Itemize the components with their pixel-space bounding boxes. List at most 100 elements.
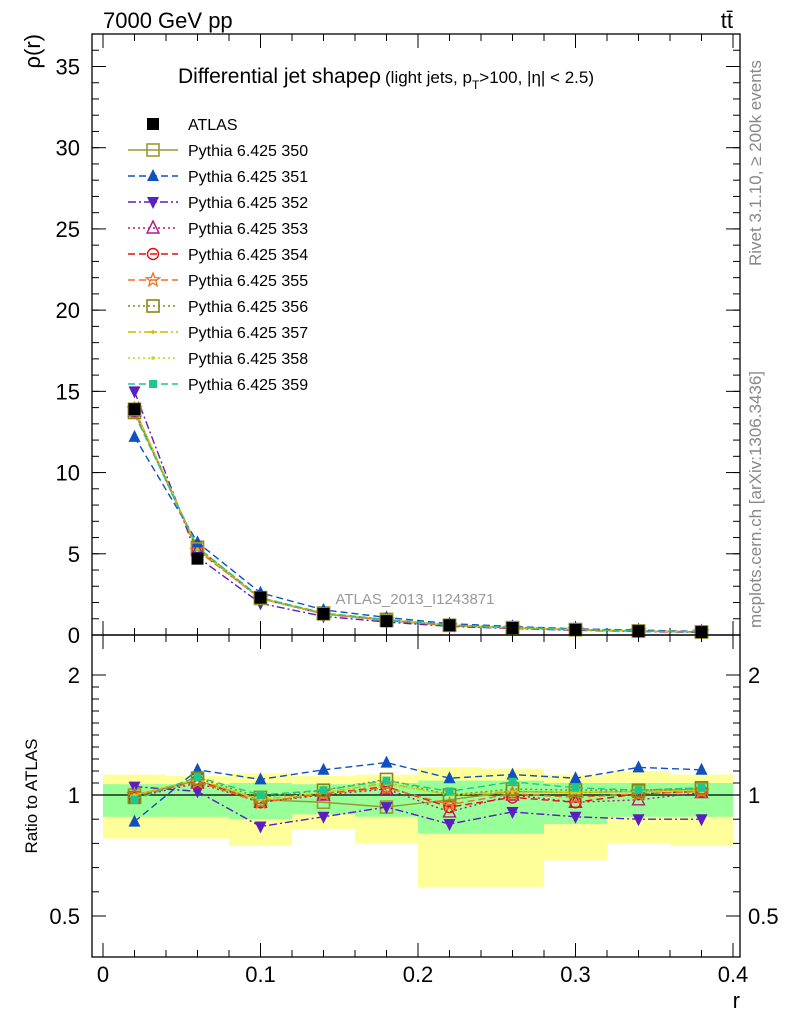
data-point [632,625,645,638]
ratio-plot-panel: 0.5 1 2 0.5 1 2 Ratio to ATLAS 0 0.1 0.2 0.3 0.4r [22,634,779,1013]
ratio-data-point [128,814,141,827]
plot-title-main: Differential jet shapeρ [178,65,381,88]
main-y-tick-label: 0 [68,623,80,648]
ratio-data-point [190,771,205,786]
legend-label: Pythia 6.425 356 [188,299,308,316]
ratio-series-line [134,778,702,801]
ratio-data-point [571,783,580,792]
legend-marker [149,330,157,334]
ratio-series-line [134,782,702,813]
legend-label: Pythia 6.425 357 [188,325,308,342]
ratio-series-line [134,785,702,828]
ratio-data-point [506,767,519,780]
main-y-tick-label: 25 [56,217,80,242]
data-point [128,429,141,442]
series-markers-0 [128,403,708,639]
legend-entry: Pythia 6.425 357 [128,325,308,342]
plot-title-cuts: (light jets, p [385,68,472,87]
legend-label: Pythia 6.425 355 [188,273,308,290]
ratio-y-tick-label: 0.5 [49,904,80,929]
legend-entry: ATLAS [147,117,238,134]
ratio-series-line [134,776,702,801]
legend-marker [146,299,160,313]
main-y-tick-label: 20 [56,298,80,323]
header-energy-label: 7000 GeV pp [103,8,233,33]
ratio-data-point [441,795,458,812]
ratio-data-point [632,814,645,827]
series-10 [133,413,702,633]
ratio-data-point [252,793,269,810]
ratio-y-tick-label-right: 0.5 [748,904,779,929]
legend-marker [146,143,160,157]
legend: ATLAS Pythia 6.425 350 Pythia 6.425 351 Pyt… [128,117,308,394]
ratio-series-9 [130,773,706,804]
legend-marker [151,356,155,360]
rivet-version-label: Rivet 3.1.10, ≥ 200k events [746,60,765,266]
ratio-data-point [508,777,517,786]
legend-entry: Pythia 6.425 358 [128,351,308,368]
legend-entry: Pythia 6.425 359 [128,377,308,394]
main-y-tick-label: 35 [56,54,80,79]
main-y-tick-label: 30 [56,136,80,161]
data-point [191,552,204,565]
ratio-data-point [569,811,582,824]
ratio-data-point [191,786,204,799]
data-point [569,623,582,636]
ratio-series-line [134,778,702,801]
legend-marker [146,247,160,261]
legend-label: Pythia 6.425 352 [188,195,308,212]
ratio-data-point [254,772,267,785]
ratio-data-point [632,760,645,773]
legend-marker [147,118,159,130]
legend-entry: Pythia 6.425 353 [128,219,308,238]
ratio-data-point [382,776,391,785]
main-y-tick-label: 10 [56,461,80,486]
data-point [380,615,393,628]
analysis-watermark: ATLAS_2013_I1243871 [335,591,494,608]
ratio-data-point [193,773,202,781]
data-point [191,535,204,548]
legend-label: Pythia 6.425 354 [188,247,308,264]
ratio-data-point [380,802,393,815]
x-tick-label: 0 [97,962,109,987]
ratio-data-point [634,786,643,795]
ratio-data-point [319,786,328,795]
ratio-data-point [254,821,267,834]
ratio-data-point [317,811,330,824]
ratio-data-point [695,762,708,775]
legend-entry: Pythia 6.425 355 [128,271,308,290]
legend-label: Pythia 6.425 351 [188,169,308,186]
x-tick-label: 0.1 [245,962,276,987]
ratio-data-point [695,814,708,827]
ratio-data-point [445,787,454,796]
ratio-series-line [134,781,702,806]
legend-entry: Pythia 6.425 356 [128,299,308,316]
data-point [317,607,330,620]
main-y-axis-label: ρ(r) [20,34,45,69]
x-tick-label: 0.4 [718,962,749,987]
legend-label: Pythia 6.425 353 [188,221,308,238]
data-point [506,622,519,635]
mcplots-label: mcplots.cern.ch [arXiv:1306.3436] [746,371,765,628]
main-y-tick-label: 5 [68,542,80,567]
ratio-data-point [256,791,265,799]
data-point [128,403,141,416]
legend-entry: Pythia 6.425 354 [128,247,308,264]
ratio-data-point [443,819,456,832]
header-process-label: tt̄ [721,8,733,33]
ratio-series-1 [128,755,708,827]
ratio-frame [91,634,741,958]
ratio-y-axis-label: Ratio to ATLAS [22,739,41,854]
plot-title: Differential jet shapeρ (light jets, pT>1… [178,65,594,92]
data-point [443,619,456,632]
plot-title-cuts-rest: >100, |η| < 2.5) [479,68,594,87]
legend-label: ATLAS [188,117,238,134]
legend-marker [149,380,157,388]
ratio-y-tick-label: 1 [68,783,80,808]
ratio-data-point [697,783,706,792]
legend-marker [147,197,159,209]
ratio-series-line [134,761,702,823]
legend-marker [144,271,162,288]
ratio-data-point [443,771,456,784]
